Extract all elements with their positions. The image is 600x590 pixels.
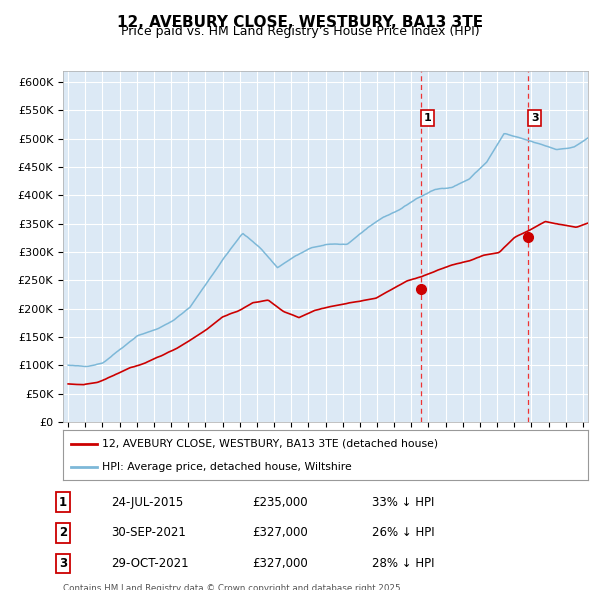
Text: 3: 3 [531,113,539,123]
Text: 28% ↓ HPI: 28% ↓ HPI [372,557,434,570]
Text: 30-SEP-2021: 30-SEP-2021 [111,526,186,539]
Text: 12, AVEBURY CLOSE, WESTBURY, BA13 3TE (detached house): 12, AVEBURY CLOSE, WESTBURY, BA13 3TE (d… [103,438,439,448]
Text: 33% ↓ HPI: 33% ↓ HPI [372,496,434,509]
Text: Price paid vs. HM Land Registry’s House Price Index (HPI): Price paid vs. HM Land Registry’s House … [121,25,479,38]
Text: 26% ↓ HPI: 26% ↓ HPI [372,526,434,539]
Text: HPI: Average price, detached house, Wiltshire: HPI: Average price, detached house, Wilt… [103,462,352,472]
Text: 29-OCT-2021: 29-OCT-2021 [111,557,188,570]
Text: 1: 1 [59,496,67,509]
Text: £327,000: £327,000 [252,557,308,570]
Text: Contains HM Land Registry data © Crown copyright and database right 2025.
This d: Contains HM Land Registry data © Crown c… [63,584,403,590]
Text: 2: 2 [59,526,67,539]
Text: 3: 3 [59,557,67,570]
Text: £235,000: £235,000 [252,496,308,509]
Text: 12, AVEBURY CLOSE, WESTBURY, BA13 3TE: 12, AVEBURY CLOSE, WESTBURY, BA13 3TE [117,15,483,30]
Text: £327,000: £327,000 [252,526,308,539]
Text: 24-JUL-2015: 24-JUL-2015 [111,496,183,509]
Text: 1: 1 [424,113,431,123]
